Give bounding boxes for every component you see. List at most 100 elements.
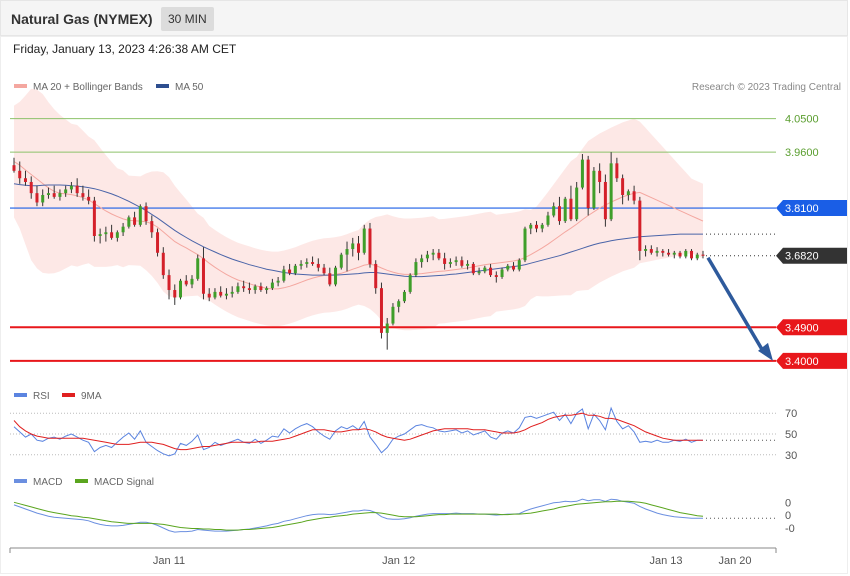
candle-body (592, 170, 596, 209)
datetime-label: Friday, January 13, 2023 4:26:38 AM CET (13, 42, 237, 56)
candle-body (144, 206, 148, 222)
candle-body (489, 267, 493, 276)
candle-body (247, 288, 251, 291)
candle-body (121, 226, 125, 233)
chart-header: Natural Gas (NYMEX) 30 MIN (0, 0, 848, 36)
level-label-3: 3.6820 (785, 251, 819, 263)
instrument-title: Natural Gas (NYMEX) (11, 11, 153, 27)
candle-body (684, 250, 688, 257)
candle-body (213, 291, 217, 298)
candle-body (184, 280, 188, 285)
candle-body (512, 265, 516, 270)
candle-body (104, 232, 108, 235)
candle-body (58, 193, 62, 197)
candle-body (534, 224, 538, 229)
candle-body (414, 262, 418, 276)
candle-body (557, 206, 561, 222)
x-tick-label-1: Jan 12 (382, 555, 415, 567)
candle-body (655, 250, 659, 253)
candle-body (477, 271, 481, 274)
candle-body (397, 301, 401, 307)
macd-legend: MACD MACD Signal (14, 477, 154, 488)
candle-body (110, 232, 114, 238)
candle-body (362, 228, 366, 253)
legend-label-macd: MACD (33, 477, 62, 488)
candle-body (644, 249, 648, 251)
candle-body (357, 243, 360, 253)
candle-body (156, 232, 160, 253)
candle-body (299, 263, 303, 266)
candle-body (695, 254, 699, 259)
candle-body (75, 185, 79, 194)
candle-body (35, 193, 39, 203)
legend-label-9ma: 9MA (81, 391, 102, 402)
candle-body (179, 280, 183, 298)
candle-body (230, 291, 234, 294)
level-label-1: 3.9600 (785, 147, 819, 159)
candle-body (173, 290, 177, 298)
candle-body (207, 293, 211, 298)
credit-label: Research © 2023 Trading Central (692, 82, 841, 93)
candle-body (443, 258, 447, 264)
candle-body (517, 260, 521, 270)
candle-body (288, 269, 292, 274)
candle-body (420, 258, 424, 263)
candle-body (667, 252, 671, 255)
candle-body (632, 191, 636, 201)
rsi-tick-1: 50 (785, 429, 797, 441)
legend-label-ma50: MA 50 (175, 82, 204, 93)
candle-body (569, 198, 573, 220)
x-tick-label-0: Jan 11 (153, 555, 185, 567)
candle-body (41, 195, 45, 203)
candle-body (603, 181, 607, 220)
candle-body (167, 275, 171, 291)
legend-swatch-macd (14, 479, 27, 483)
candle-body (276, 280, 280, 283)
candle-body (661, 250, 665, 253)
projection-arrow-shaft (706, 256, 766, 354)
candle-body (18, 170, 22, 179)
level-tag-bg-2 (776, 200, 847, 217)
level-tag-bg-4 (776, 319, 847, 336)
candle-body (98, 234, 102, 236)
candle-body (133, 217, 137, 225)
candle-body (316, 263, 320, 268)
timeframe-badge[interactable]: 30 MIN (161, 7, 214, 31)
macd-tick-1: 0 (785, 510, 791, 522)
candle-body (161, 252, 165, 276)
candle-body (311, 262, 315, 264)
candle-body (339, 254, 343, 268)
candle-body (64, 189, 68, 194)
candle-body (150, 221, 154, 233)
candle-body (546, 215, 550, 225)
candle-body (471, 263, 475, 274)
x-tick-label-3: Jan 20 (718, 555, 751, 567)
macd-tick-2: -0 (785, 523, 795, 535)
candle-body (598, 170, 602, 182)
x-tick-label-2: Jan 13 (649, 555, 682, 567)
candle-body (293, 265, 297, 274)
candle-body (127, 217, 131, 227)
candle-body (242, 286, 246, 289)
legend-label-macd-signal: MACD Signal (94, 477, 154, 488)
candle-body (368, 228, 372, 264)
candle-body (678, 252, 682, 257)
legend-swatch-bb (14, 84, 27, 88)
candle-body (253, 286, 257, 291)
macd-tick-0: 0 (785, 497, 791, 509)
candle-body (224, 293, 228, 296)
candle-body (437, 252, 441, 259)
legend-label-rsi: RSI (33, 391, 50, 402)
level-tag-bg-5 (776, 352, 847, 369)
candles-group (12, 152, 705, 350)
candle-body (626, 191, 630, 196)
candle-body (672, 252, 676, 255)
candle-body (701, 254, 705, 256)
legend-label-bb: MA 20 + Bollinger Bands (33, 82, 143, 93)
level-label-4: 3.4900 (785, 322, 819, 334)
candle-body (201, 258, 205, 294)
candle-body (138, 206, 142, 225)
candle-body (219, 291, 223, 296)
candle-body (12, 165, 16, 171)
